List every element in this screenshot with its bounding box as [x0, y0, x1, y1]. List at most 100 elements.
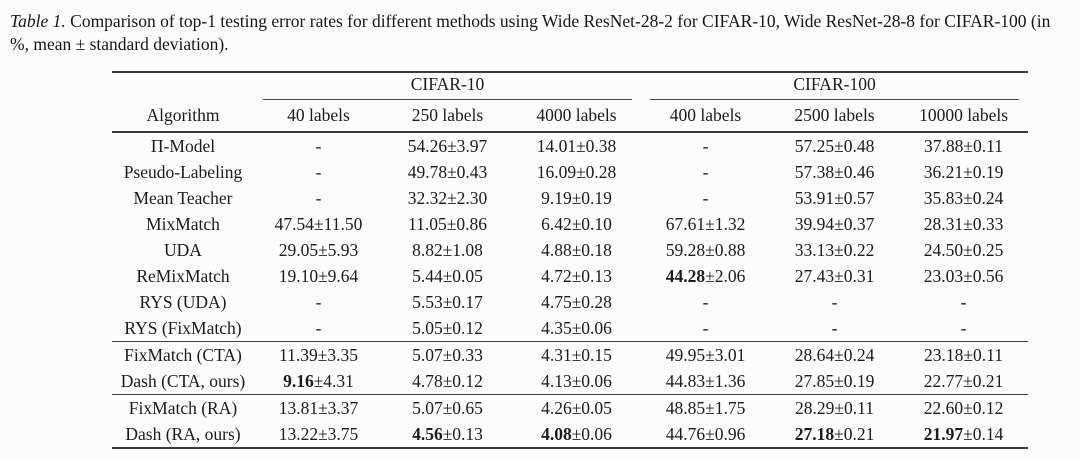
table-row: MixMatch 47.54±11.50 11.05±0.86 6.42±0.10 67… [112, 211, 1028, 237]
algorithm-cell: RYS (UDA) [139, 291, 227, 312]
value-cell: 5.07±0.65 [412, 397, 483, 418]
table-row: Π-Model - 54.26±3.97 14.01±0.38 - 57.25±0.48 3… [112, 132, 1028, 159]
value-cell: - [702, 161, 709, 182]
value-cell: 13.22±3.75 [278, 423, 359, 444]
value-cell: 11.39±3.35 [279, 344, 358, 365]
value-cell: 4.75±0.28 [541, 291, 612, 312]
empty-corner-cell [112, 72, 254, 100]
mean-value: 59.28 [665, 239, 706, 260]
value-cell: 22.60±0.12 [923, 397, 1004, 418]
value-cell: 49.95±3.01 [665, 344, 746, 365]
value-cell: 9.19±0.19 [541, 187, 612, 208]
value-cell: 44.76±0.96 [665, 423, 746, 444]
group-header-cifar10-label: CIFAR-10 [263, 74, 633, 101]
mean-value: 35.83 [923, 187, 964, 208]
table-row: FixMatch (CTA) 11.39±3.35 5.07±0.33 4.31±0.… [112, 342, 1028, 369]
caption-text: Comparison of top-1 testing error rates … [10, 11, 1051, 55]
value-cell: 29.05±5.93 [278, 239, 359, 260]
mean-value: 57.25 [794, 135, 835, 156]
mean-value: 23.03 [923, 265, 964, 286]
mean-value: 44.28 [665, 265, 706, 286]
mean-value: 5.53 [412, 291, 443, 312]
mean-value: 13.81 [278, 397, 319, 418]
mean-value: 23.18 [924, 344, 964, 365]
value-cell: 27.43±0.31 [794, 265, 875, 286]
mean-value: 47.54 [274, 213, 315, 234]
value-cell: 5.07±0.33 [412, 344, 483, 365]
value-cell: - [315, 135, 322, 156]
value-cell: 11.05±0.86 [408, 213, 487, 234]
group-header-cifar100-label: CIFAR-100 [650, 74, 1020, 101]
mean-value: 49.95 [665, 344, 706, 365]
value-cell: - [315, 161, 322, 182]
mean-value: 4.35 [541, 317, 572, 338]
table-row: FixMatch (RA) 13.81±3.37 5.07±0.65 4.26±0.0… [112, 395, 1028, 422]
mean-value: 54.26 [407, 135, 448, 156]
value-cell: 33.13±0.22 [794, 239, 875, 260]
mean-value: 27.85 [794, 370, 835, 391]
value-cell: 27.18±0.21 [794, 423, 875, 444]
mean-value: 29.05 [278, 239, 319, 260]
mean-value: 37.88 [924, 135, 964, 156]
algorithm-cell: Pseudo-Labeling [123, 161, 243, 182]
value-cell: 5.53±0.17 [412, 291, 483, 312]
mean-value: 5.07 [412, 344, 443, 365]
algorithm-cell: ReMixMatch [136, 265, 230, 286]
value-cell: 4.26±0.05 [541, 397, 612, 418]
value-cell: 59.28±0.88 [665, 239, 746, 260]
value-cell: - [702, 135, 709, 156]
table-caption: Table 1. Comparison of top-1 testing err… [0, 0, 1076, 56]
algorithm-cell: Π-Model [150, 135, 216, 156]
value-cell: - [702, 187, 709, 208]
value-cell: 4.35±0.06 [541, 317, 612, 338]
mean-value: 11.39 [279, 344, 318, 365]
mean-value: 21.97 [923, 423, 964, 444]
mean-value: 19.10 [278, 265, 319, 286]
algorithm-cell: UDA [164, 239, 202, 260]
value-cell: 57.25±0.48 [794, 135, 875, 156]
table-head: CIFAR-10 CIFAR-100 Algorithm 40 labels 2… [112, 72, 1029, 133]
value-cell: 37.88±0.11 [924, 135, 1004, 156]
value-cell: 49.78±0.43 [407, 161, 488, 182]
mean-value: 9.19 [541, 187, 572, 208]
table-row: Dash (RA, ours) 13.22±3.75 4.56±0.13 4.08±0… [112, 421, 1028, 448]
value-cell: - [315, 187, 322, 208]
mean-value: 14.01 [536, 135, 577, 156]
table-section: FixMatch (CTA) 11.39±3.35 5.07±0.33 4.31±0.… [112, 341, 1029, 395]
mean-value: 5.44 [412, 265, 443, 286]
value-cell: 23.03±0.56 [923, 265, 1004, 286]
value-cell: 4.31±0.15 [541, 344, 612, 365]
value-cell: 19.10±9.64 [278, 265, 359, 286]
mean-value: 13.22 [278, 423, 319, 444]
table-row: RYS (FixMatch) - 5.05±0.12 4.35±0.06 - - - [112, 315, 1028, 342]
value-cell: 4.56±0.13 [412, 423, 483, 444]
value-cell: - [831, 317, 838, 338]
table-row: UDA 29.05±5.93 8.82±1.08 4.88±0.18 59.28±0.8… [112, 237, 1028, 263]
mean-value: 5.07 [412, 397, 443, 418]
value-cell: 44.28±2.06 [665, 265, 746, 286]
value-cell: 23.18±0.11 [924, 344, 1004, 365]
mean-value: 28.64 [794, 344, 835, 365]
column-header-row: Algorithm 40 labels 250 labels 4000 labe… [112, 100, 1028, 132]
table-row: RYS (UDA) - 5.53±0.17 4.75±0.28 - - - [112, 289, 1028, 315]
group-header-cifar100: CIFAR-100 [641, 72, 1028, 101]
value-cell: 44.83±1.36 [665, 370, 746, 391]
value-cell: - [831, 291, 838, 312]
mean-value: 8.82 [412, 239, 443, 260]
value-cell: 5.05±0.12 [412, 317, 483, 338]
table-section: Π-Model - 54.26±3.97 14.01±0.38 - 57.25±0.48 3… [112, 132, 1028, 342]
value-cell: 32.32±2.30 [407, 187, 488, 208]
value-cell: - [315, 291, 322, 312]
value-cell: 22.77±0.21 [923, 370, 1004, 391]
column-header-2500-labels: 2500 labels [794, 105, 875, 126]
value-cell: - [960, 291, 967, 312]
algorithm-cell: FixMatch (CTA) [124, 344, 242, 365]
value-cell: 13.81±3.37 [278, 397, 359, 418]
algorithm-cell: Mean Teacher [133, 187, 233, 208]
value-cell: 53.91±0.57 [794, 187, 875, 208]
table-row: Dash (CTA, ours) 9.16±4.31 4.78±0.12 4.13±0… [112, 368, 1028, 395]
value-cell: 5.44±0.05 [412, 265, 483, 286]
mean-value: 9.16 [283, 370, 314, 391]
algorithm-cell: Dash (CTA, ours) [120, 370, 246, 391]
mean-value: 39.94 [794, 213, 835, 234]
